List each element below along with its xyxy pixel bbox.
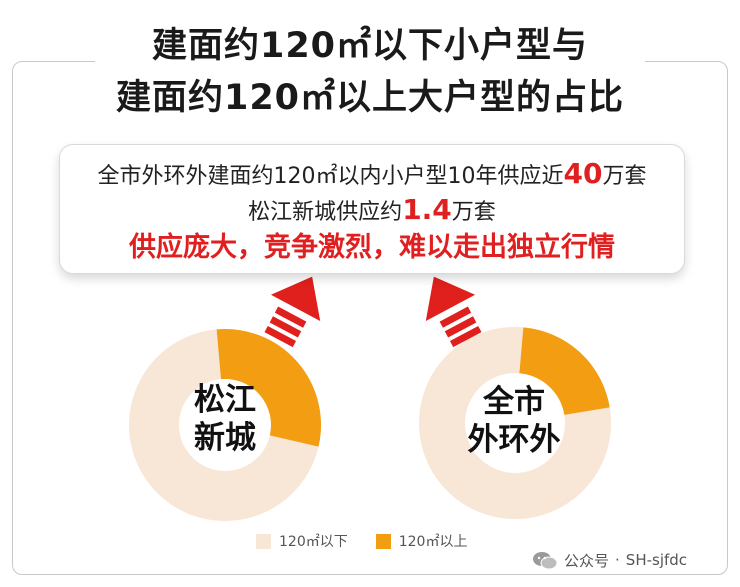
donut-label-songjiang-line-1: 松江 [194, 382, 256, 418]
donut-label-outer-ring: 全市 外环外 [444, 383, 584, 459]
left-arrow-stripe [264, 325, 297, 348]
left-arrow-stripe [274, 306, 307, 328]
right-arrow-stripe [439, 306, 472, 328]
donut-label-outer-ring-line-1: 全市 [483, 384, 545, 420]
info-box: 全市外环外建面约120㎡以内小户型10年供应近40万套 松江新城供应约1.4万套… [59, 144, 685, 274]
legend-label-small: 120㎡以下 [279, 534, 348, 550]
info-line-1-text: 全市外环外建面约120㎡以内小户型10年供应近 [97, 164, 564, 189]
donut-1-slice-large-unit [518, 327, 610, 416]
wechat-icon [533, 551, 558, 569]
info-line-1-unit: 万套 [602, 164, 647, 189]
info-line-2: 松江新城供应约1.4万套 [60, 194, 684, 229]
info-conclusion: 供应庞大，竞争激烈，难以走出独立行情 [129, 232, 615, 263]
info-line-2-text: 松江新城供应约 [248, 200, 403, 225]
title-line-2: 建面约120㎡以上大户型的占比 [115, 78, 625, 118]
watermark-separator: · [615, 551, 620, 569]
legend-swatch-small [256, 533, 271, 549]
info-line-2-unit: 万套 [451, 200, 496, 225]
right-arrow-stripe [444, 316, 477, 338]
watermark-handle: SH-sjfdc [625, 551, 688, 569]
legend-swatch-large [375, 533, 391, 549]
donut-label-outer-ring-line-2: 外环外 [467, 422, 561, 458]
left-arrow-head [266, 273, 323, 325]
donut-label-songjiang: 松江 新城 [155, 381, 295, 457]
donut-0-slice-large-unit [216, 329, 321, 447]
donut-0-slice-small-unit [129, 329, 319, 521]
page-title: 建面约120㎡以下小户型与 建面约120㎡以上大户型的占比 [95, 20, 645, 124]
info-line-1-number: 40 [563, 157, 603, 190]
watermark: 公众号 · SH-sjfdc [532, 548, 687, 572]
right-arrow-head [423, 273, 480, 325]
right-arrow [423, 273, 482, 348]
title-line-1: 建面约120㎡以下小户型与 [151, 26, 589, 66]
left-arrow [264, 273, 323, 348]
watermark-account: 公众号 [564, 551, 610, 570]
donut-label-songjiang-line-2: 新城 [194, 420, 256, 456]
legend-label-large: 120㎡以上 [398, 534, 468, 550]
left-arrow-stripe [269, 316, 302, 338]
right-arrow-stripe [449, 325, 482, 348]
info-line-2-number: 1.4 [402, 193, 452, 226]
info-line-1: 全市外环外建面约120㎡以内小户型10年供应近40万套 [60, 158, 684, 193]
donut-1-slice-small-unit [419, 327, 611, 519]
chart-legend: 120㎡以下 120㎡以上 [256, 531, 495, 551]
